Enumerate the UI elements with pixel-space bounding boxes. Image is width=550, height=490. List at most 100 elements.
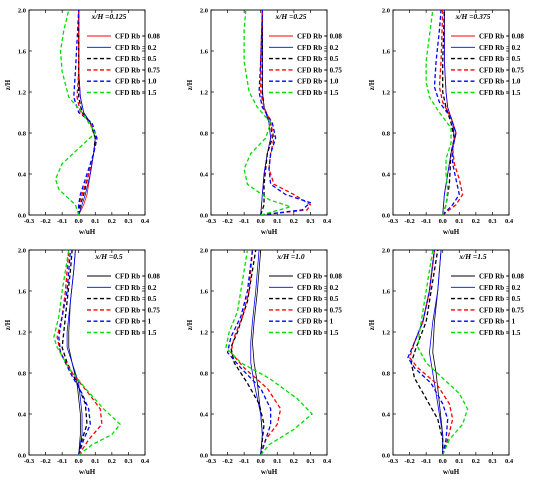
legend-label: CFD Rb = 1.0 <box>115 78 157 86</box>
series-line <box>54 250 120 455</box>
y-tick-label: 2.0 <box>382 247 390 254</box>
x-tick-label: -0.1 <box>239 218 249 225</box>
x-tick-label: -0.2 <box>222 218 232 225</box>
y-tick-label: 1.2 <box>382 329 390 336</box>
y-tick-label: 0.0 <box>382 212 390 219</box>
legend-label: CFD Rb = 0.2 <box>115 44 157 52</box>
chart-panel: -0.3 -0.2 -0.1 0.0 0.1 0.2 0.3 0.4 0.0 0.4 0.8 1.2 1… <box>368 7 524 236</box>
x-tick-label: 0.3 <box>306 218 315 225</box>
series-group <box>56 10 97 215</box>
legend-label: CFD Rb = 1.5 <box>115 89 157 97</box>
x-tick-label: 0.3 <box>488 458 497 465</box>
x-axis-label: w/uH <box>261 468 278 476</box>
plot-frame <box>211 10 327 215</box>
x-tick-label: 0.3 <box>488 218 497 225</box>
x-tick-label: 0.2 <box>472 458 480 465</box>
legend-label: CFD Rb = 0.2 <box>297 284 339 292</box>
legend-label: CFD Rb = 1.0 <box>479 78 521 86</box>
y-tick-label: 1.2 <box>18 89 26 96</box>
legend-label: CFD Rb = 0.5 <box>115 55 157 63</box>
y-tick-label: 1.6 <box>18 48 27 55</box>
series-line <box>57 250 102 455</box>
y-tick-label: 0.0 <box>18 452 26 459</box>
y-tick-label: 1.2 <box>18 329 26 336</box>
y-tick-label: 1.6 <box>382 288 391 295</box>
series-line <box>231 250 264 455</box>
panel-title: x/H =0.5 <box>94 252 122 261</box>
panel-title: x/H =0.25 <box>275 12 307 21</box>
x-axis-label: w/uH <box>79 228 96 236</box>
y-axis-label: z/H <box>4 79 12 90</box>
legend-label: CFD Rb = 1.5 <box>297 329 339 337</box>
y-tick-label: 0.8 <box>200 370 209 377</box>
chart-panel: -0.3 -0.2 -0.1 0.0 0.1 0.2 0.3 0.4 0.0 0.4 0.8 1.2 1… <box>4 7 160 236</box>
legend-label: CFD Rb = 0.75 <box>297 66 342 74</box>
y-tick-label: 0.4 <box>382 411 391 418</box>
x-tick-label: 0.2 <box>290 218 298 225</box>
series-line <box>429 250 442 455</box>
y-axis-label: z/H <box>186 79 194 90</box>
x-tick-label: 0.4 <box>141 218 150 225</box>
x-tick-label: -0.1 <box>421 218 431 225</box>
plot-frame <box>29 250 145 455</box>
x-tick-label: -0.1 <box>57 458 67 465</box>
chart-panel: -0.3 -0.2 -0.1 0.0 0.1 0.2 0.3 0.4 0.0 0.4 0.8 1.2 1… <box>368 247 524 476</box>
y-tick-label: 0.8 <box>18 370 27 377</box>
legend-label: CFD Rb = 1.0 <box>297 78 339 86</box>
y-tick-label: 1.2 <box>200 89 208 96</box>
x-tick-label: -0.1 <box>421 458 431 465</box>
y-tick-label: 1.6 <box>200 288 209 295</box>
y-tick-label: 0.4 <box>18 171 27 178</box>
plot-frame <box>29 10 145 215</box>
legend-label: CFD Rb = 1.5 <box>297 89 339 97</box>
y-tick-label: 2.0 <box>18 7 26 14</box>
series-group <box>244 10 310 215</box>
plot-frame <box>393 250 509 455</box>
series-line <box>74 10 97 215</box>
y-tick-label: 0.0 <box>18 212 26 219</box>
x-tick-label: 0.4 <box>141 458 150 465</box>
y-tick-label: 0.0 <box>200 452 208 459</box>
y-tick-label: 2.0 <box>200 7 208 14</box>
y-tick-label: 0.0 <box>382 452 390 459</box>
x-tick-label: 0.4 <box>505 458 514 465</box>
chart-panel: -0.3 -0.2 -0.1 0.0 0.1 0.2 0.3 0.4 0.0 0.4 0.8 1.2 1… <box>186 247 342 476</box>
legend-label: CFD Rb = 1 <box>115 318 152 326</box>
x-tick-label: 0.1 <box>91 218 99 225</box>
x-tick-label: 0.4 <box>505 218 514 225</box>
series-line <box>251 250 263 455</box>
y-tick-label: 1.2 <box>200 329 208 336</box>
panel-title: x/H =1.5 <box>458 252 486 261</box>
legend-label: CFD Rb = 0.2 <box>479 44 521 52</box>
y-axis-label: z/H <box>4 319 12 330</box>
series-group <box>54 250 120 455</box>
legend-label: CFD Rb = 1 <box>297 318 334 326</box>
x-tick-label: 0.2 <box>108 458 116 465</box>
series-line <box>244 10 290 215</box>
series-line <box>56 10 96 215</box>
y-tick-label: 1.2 <box>382 89 390 96</box>
y-axis-label: z/H <box>368 79 376 90</box>
series-line <box>77 10 97 215</box>
series-line <box>67 250 82 455</box>
x-axis-label: w/uH <box>443 228 460 236</box>
x-tick-label: 0.0 <box>75 218 83 225</box>
x-tick-label: -0.2 <box>404 458 414 465</box>
x-tick-label: -0.1 <box>57 218 67 225</box>
legend-label: CFD Rb = 0.75 <box>115 306 160 314</box>
y-tick-label: 0.4 <box>200 171 209 178</box>
y-tick-label: 0.4 <box>18 411 27 418</box>
x-tick-label: 0.3 <box>124 218 133 225</box>
x-tick-label: 0.3 <box>124 458 133 465</box>
y-tick-label: 0.8 <box>200 130 209 137</box>
chart-panel: -0.3 -0.2 -0.1 0.0 0.1 0.2 0.3 0.4 0.0 0.4 0.8 1.2 1… <box>186 7 342 236</box>
x-tick-label: 0.0 <box>75 458 83 465</box>
y-tick-label: 0.0 <box>200 212 208 219</box>
y-tick-label: 0.8 <box>382 130 391 137</box>
x-tick-label: 0.3 <box>306 458 315 465</box>
x-axis-label: w/uH <box>261 228 278 236</box>
legend-label: CFD Rb = 0.5 <box>297 295 339 303</box>
legend-label: CFD Rb = 1.5 <box>479 329 521 337</box>
legend-label: CFD Rb = 0.5 <box>115 295 157 303</box>
